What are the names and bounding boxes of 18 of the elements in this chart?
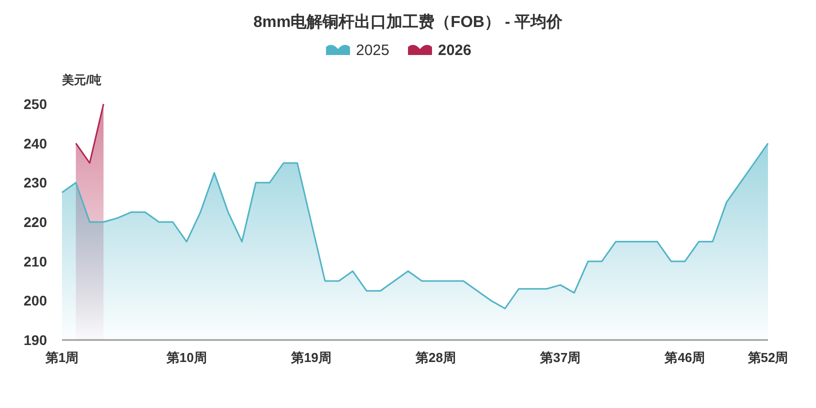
y-tick-label: 240 — [24, 135, 48, 152]
x-tick-label: 第46周 — [664, 350, 706, 365]
y-axis-title: 美元/吨 — [61, 73, 102, 87]
x-tick-label: 第19周 — [290, 350, 332, 365]
x-tick-label: 第10周 — [165, 350, 207, 365]
y-tick-label: 220 — [24, 214, 48, 230]
chart-title: 8mm电解铜杆出口加工费（FOB） - 平均价 — [253, 13, 564, 31]
x-tick-label: 第1周 — [44, 350, 79, 365]
legend-label: 2025 — [356, 42, 390, 59]
x-tick-label: 第52周 — [746, 350, 788, 365]
y-tick-label: 200 — [24, 292, 48, 309]
y-tick-label: 210 — [24, 253, 48, 270]
y-tick-label: 250 — [24, 96, 48, 112]
x-tick-label: 第37周 — [539, 350, 581, 365]
x-tick-label: 第28周 — [414, 350, 456, 365]
y-tick-label: 190 — [24, 332, 48, 348]
y-tick-label: 230 — [24, 174, 48, 191]
legend-label: 2026 — [438, 42, 472, 59]
